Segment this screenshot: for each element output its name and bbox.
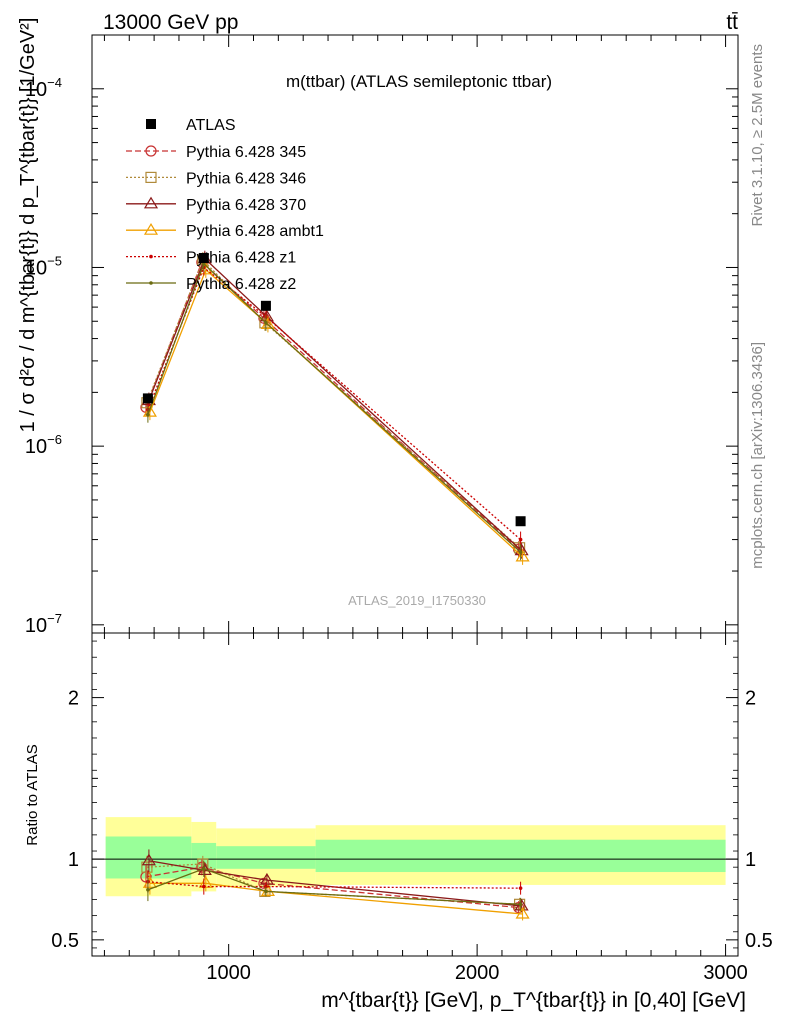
header-energy: 13000 GeV pp [103, 11, 238, 34]
series-line [145, 261, 520, 550]
ratio-point [198, 876, 213, 888]
ratio-series-line [146, 863, 520, 905]
ratio-point [202, 866, 206, 871]
y-tick-label: 10−5 [25, 253, 62, 279]
ratio-point [259, 872, 274, 885]
ratio-point [264, 889, 268, 894]
x-axis-label: m^{tbar{t}} [GeV], p_T^{tbar{t}} in [0,4… [321, 989, 746, 1012]
atlas-data-point [142, 393, 153, 404]
ratio-y-axis-label: Ratio to ATLAS [24, 744, 41, 845]
ratio-series-line [147, 881, 521, 889]
rivet-label: Rivet 3.1.10, ≥ 2.5M events [749, 44, 766, 227]
ratio-point [512, 901, 525, 914]
atlas-data-point [515, 516, 526, 527]
analysis-watermark: ATLAS_2019_I1750330 [348, 593, 486, 608]
series-point [515, 549, 530, 562]
ratio-series-line [148, 860, 522, 907]
svg-text:m^{tbar{t}} [GeV], p_T^{tbar{t: m^{tbar{t}} [GeV], p_T^{tbar{t}} in [0,4… [321, 989, 746, 1012]
svg-text:1 / σ d²σ / d m^{tbar{t}} d p_: 1 / σ d²σ / d m^{tbar{t}} d p_T^{tbar{t}… [17, 18, 39, 433]
series-point [146, 412, 150, 417]
series-line [149, 268, 524, 558]
x-tick-label: 3000 [703, 962, 748, 984]
legend-label: Pythia 6.428 z1 [186, 250, 296, 267]
legend-label: ATLAS [186, 117, 236, 134]
legend-label: Pythia 6.428 z2 [186, 276, 296, 293]
legend: ATLAS Pythia 6.428 345 Pythia 6.428 346 Pyt… [126, 117, 324, 293]
mcplots-label: mcplots.cern.ch [arXiv:1306.3436] [749, 342, 766, 569]
uncertainty-band-inner [216, 846, 316, 869]
main-panel: ATLAS_2019_I1750330 m(ttbar) (ATLAS semi… [25, 34, 739, 637]
ratio-tick-label-right: 1 [745, 849, 756, 871]
ratio-panel: 0.5 0.5 1 1 2 2 1000 2000 3000 [51, 632, 773, 984]
ratio-point [202, 884, 206, 889]
y-axis-label: 1 / σ d²σ / d m^{tbar{t}} d p_T^{tbar{t}… [17, 18, 39, 433]
ratio-series-line [145, 866, 519, 909]
legend-marker [143, 196, 159, 209]
ratio-frame [91, 632, 739, 957]
y-tick-label: 10−7 [25, 611, 62, 637]
ratio-tick-label: 0.5 [51, 930, 79, 952]
ratio-series-line [149, 882, 523, 915]
series-point [264, 321, 268, 325]
series-line [148, 257, 523, 552]
ratio-point [146, 887, 150, 892]
legend-marker [149, 254, 153, 259]
ratio-tick-label: 1 [68, 849, 79, 871]
y-tick-label: 10−6 [25, 432, 62, 458]
ratio-series-line [147, 868, 521, 905]
legend-marker-atlas [146, 119, 156, 129]
legend-label: Pythia 6.428 346 [186, 170, 306, 187]
ratio-tick-label: 2 [68, 688, 79, 710]
series-line [146, 258, 521, 549]
legend-marker [149, 281, 153, 285]
atlas-data-point [198, 252, 209, 263]
ratio-point [515, 906, 530, 919]
series-point [518, 537, 523, 542]
ratio-tick-label-right: 2 [745, 688, 756, 710]
legend-marker [145, 171, 157, 183]
ratio-tick-label-right: 0.5 [745, 930, 773, 952]
legend-label: Pythia 6.428 370 [186, 197, 306, 214]
ratio-point [141, 853, 156, 866]
uncertainty-band-inner [315, 839, 726, 873]
plot-title: m(ttbar) (ATLAS semileptonic ttbar) [286, 72, 552, 91]
ratio-point [518, 902, 523, 907]
series-line [147, 262, 522, 553]
x-tick-label: 1000 [206, 962, 251, 984]
legend-marker [145, 145, 157, 157]
ratio-point [518, 886, 523, 890]
x-tick-label: 2000 [455, 962, 500, 984]
atlas-data-point [260, 300, 271, 311]
legend-label: Pythia 6.428 345 [186, 144, 306, 161]
series-point [518, 550, 523, 554]
ratio-point [141, 861, 153, 873]
legend-label: Pythia 6.428 ambt1 [186, 223, 324, 240]
legend-marker [143, 223, 159, 235]
header-process: tt̄ [726, 11, 738, 34]
